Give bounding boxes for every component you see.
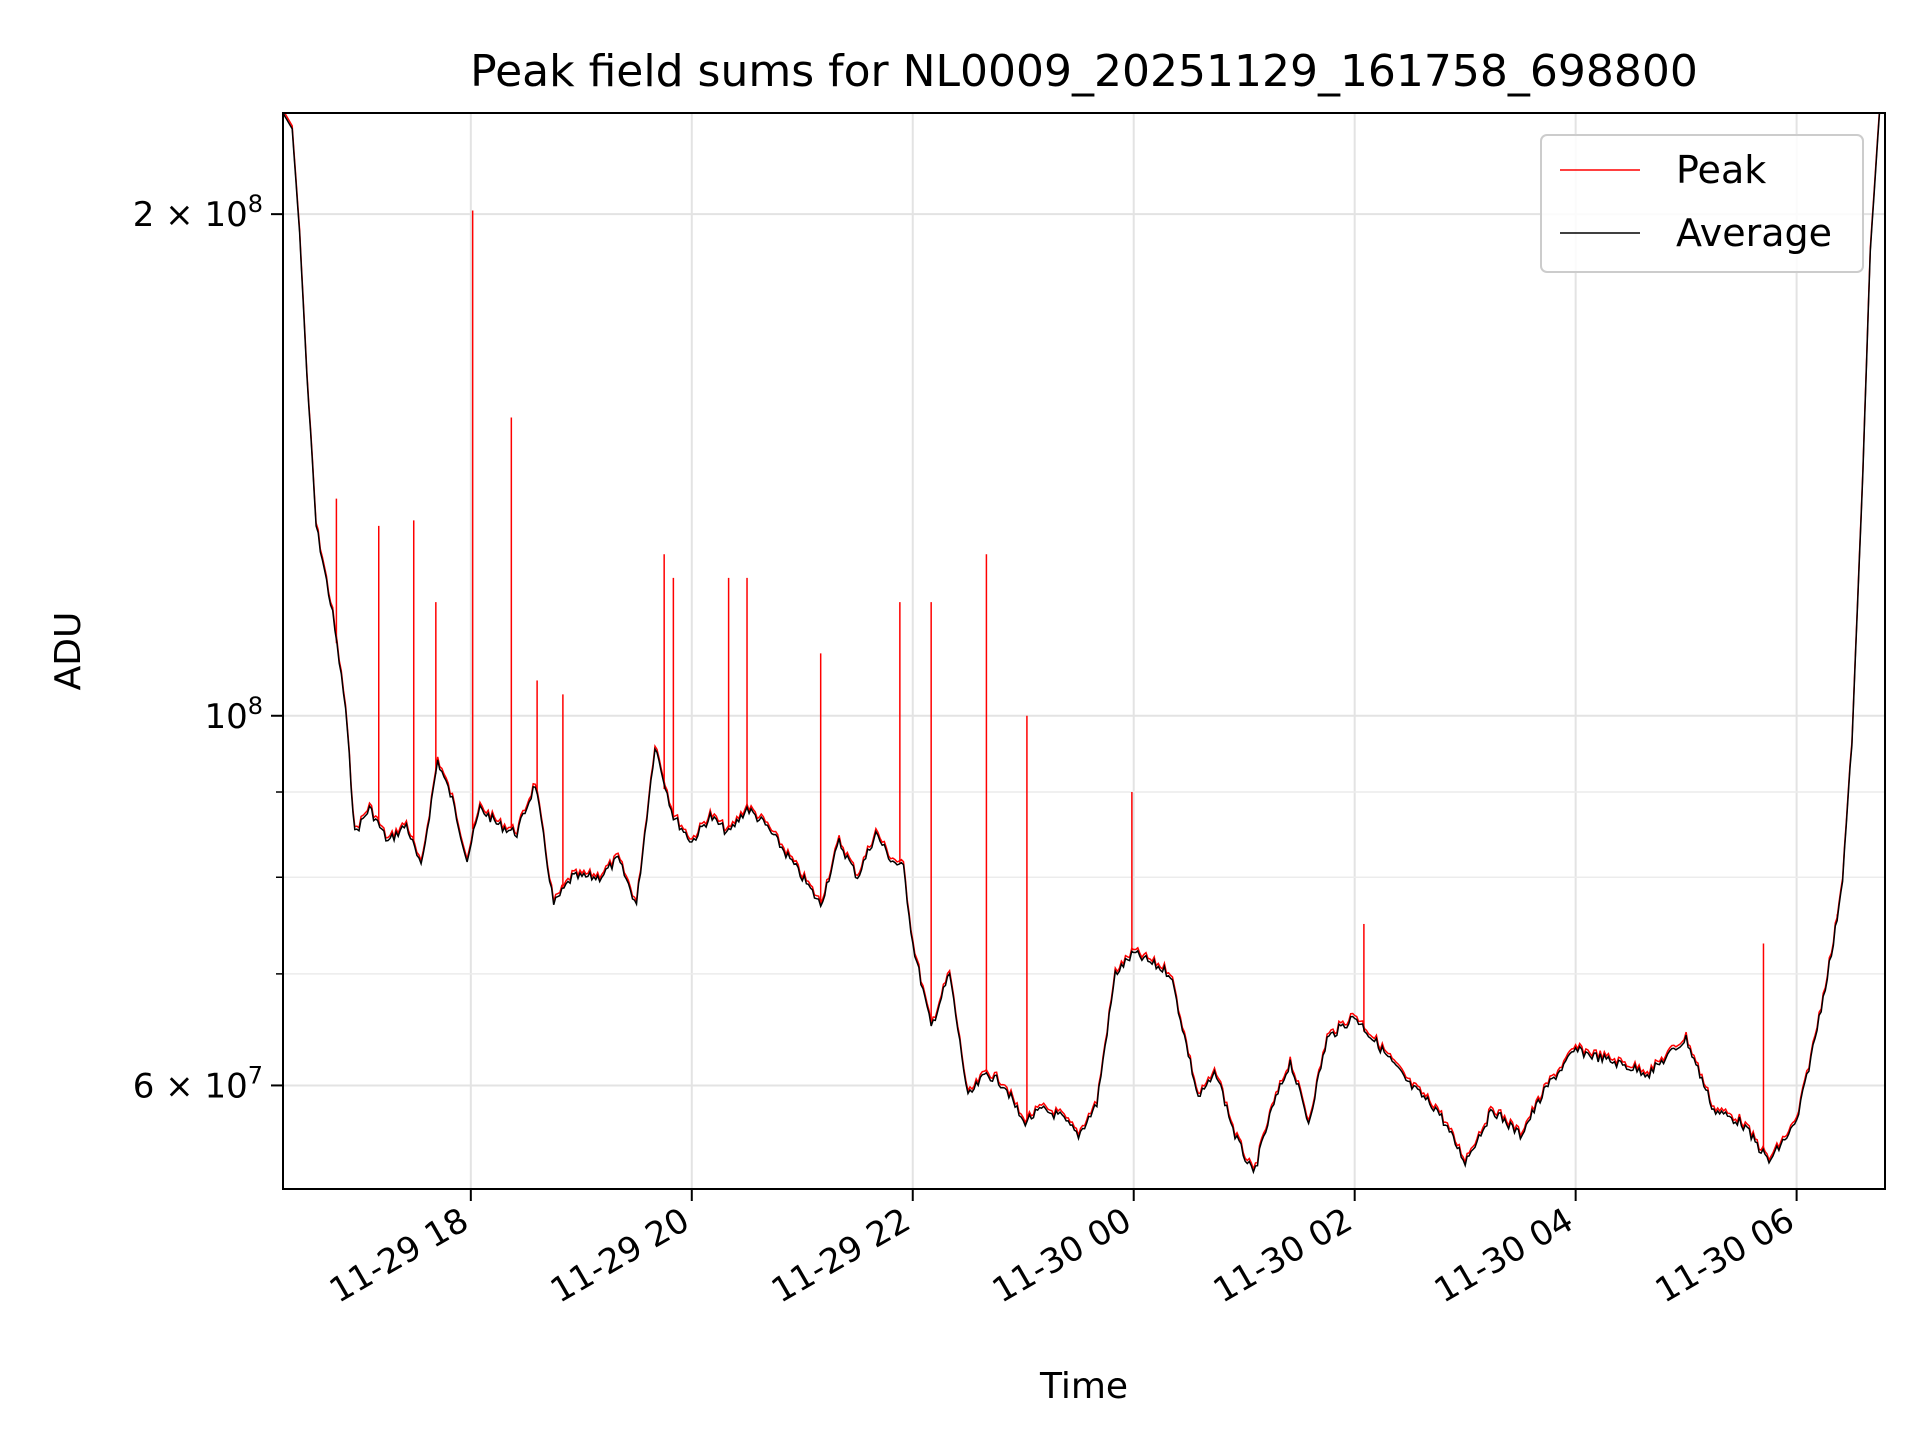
legend-label-average: Average — [1676, 211, 1832, 255]
y-tick-label: 2 × 108 — [133, 190, 263, 235]
y-axis-label: ADU — [48, 612, 89, 691]
series-layer — [283, 113, 1881, 1175]
peak-line — [283, 113, 1881, 1172]
y-tick-label: 6 × 107 — [133, 1061, 263, 1106]
average-line — [283, 113, 1881, 1175]
plot-frame — [282, 112, 1886, 1190]
legend-label-peak: Peak — [1676, 148, 1766, 192]
chart-title: Peak field sums for NL0009_20251129_1617… — [470, 46, 1698, 97]
x-axis-label: Time — [1039, 1366, 1128, 1407]
legend: Peak Average — [1540, 134, 1864, 273]
